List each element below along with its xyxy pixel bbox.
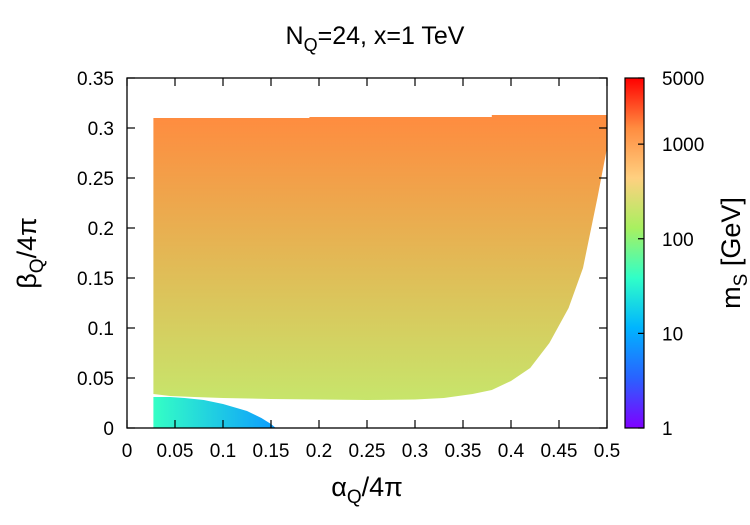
lower-lobe: [153, 397, 276, 428]
y-tick-label: 0.05: [77, 369, 114, 390]
colorbar: [624, 77, 645, 429]
y-tick-label: 0.3: [88, 119, 114, 140]
y-axis-ticks: 0 0.05 0.1 0.15 0.2 0.25 0.3 0.35: [77, 69, 607, 440]
heatmap-regions: [153, 114, 607, 428]
y-tick-label: 0.1: [88, 319, 114, 340]
y-tick-label: 0.2: [88, 219, 114, 240]
y-tick-label: 0: [103, 419, 114, 440]
x-tick-label: 0.3: [402, 441, 428, 462]
colorbar-tick-label: 10: [662, 324, 683, 345]
colorbar-label-main: m: [716, 286, 746, 309]
chart-title-rest: =24, x=1 TeV: [318, 22, 465, 50]
x-tick-label: 0.15: [253, 441, 290, 462]
x-axis-label: αQ/4π: [331, 472, 403, 508]
y-axis-label: βQ/4π: [12, 217, 48, 288]
x-tick-label: 0.4: [498, 441, 525, 462]
chart-title: NQ=24, x=1 TeV: [286, 22, 465, 55]
y-axis-label-main: β: [12, 273, 42, 289]
x-tick-label: 0.1: [210, 441, 236, 462]
colorbar-label-rest: [GeV]: [716, 197, 746, 274]
x-tick-label: 0.05: [157, 441, 194, 462]
x-axis-label-main: α: [331, 472, 347, 502]
colorbar-tick-label: 1000: [662, 135, 704, 156]
x-tick-label: 0: [122, 441, 133, 462]
colorbar-tick-label: 1: [662, 419, 673, 440]
x-tick-label: 0.45: [541, 441, 578, 462]
y-tick-label: 0.35: [77, 69, 114, 90]
chart-title-main: N: [286, 22, 304, 50]
colorbar-tick-label: 5000: [662, 69, 704, 90]
x-axis-label-rest: /4π: [362, 472, 403, 502]
x-axis-label-sub: Q: [347, 487, 362, 508]
chart-title-sub: Q: [304, 35, 318, 55]
colorbar-label-sub: S: [731, 274, 750, 287]
x-axis-ticks: 0 0.05 0.1 0.15 0.2 0.25 0.3 0.35 0.4 0.45 0.5: [122, 78, 620, 462]
upper-region: [153, 114, 607, 400]
colorbar-label: mS [GeV]: [716, 197, 750, 309]
y-tick-label: 0.15: [77, 269, 114, 290]
colorbar-tick-label: 100: [662, 230, 694, 251]
x-tick-label: 0.2: [306, 441, 332, 462]
y-tick-label: 0.25: [77, 169, 114, 190]
x-tick-label: 0.5: [594, 441, 620, 462]
colorbar-ticks: 1 10 100 1000 5000: [638, 69, 704, 440]
x-tick-label: 0.25: [349, 441, 386, 462]
y-axis-label-sub: Q: [27, 258, 48, 273]
y-axis-label-rest: /4π: [12, 217, 42, 258]
x-tick-label: 0.35: [445, 441, 482, 462]
